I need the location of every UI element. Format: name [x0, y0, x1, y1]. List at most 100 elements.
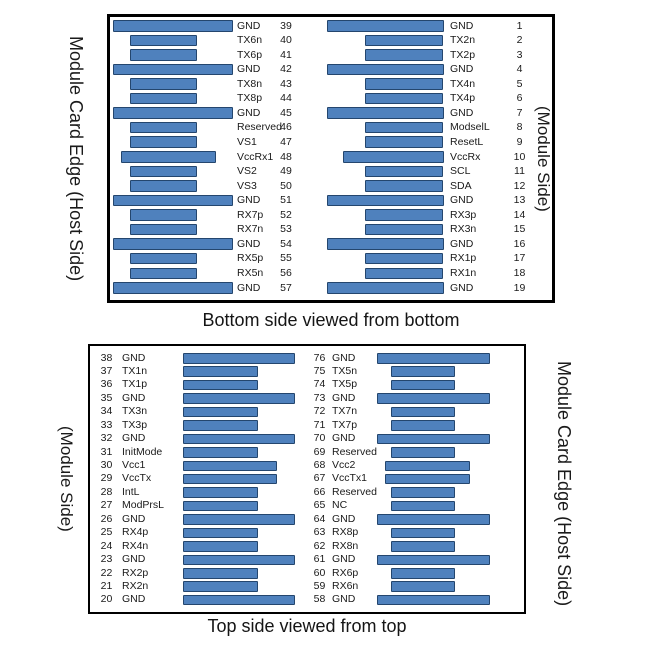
pin-label: Reserved	[332, 485, 377, 498]
pin-label: RX4p	[122, 526, 149, 539]
pin-label: ResetL	[450, 135, 484, 148]
pin-bar	[113, 194, 233, 207]
pin-bar	[130, 136, 197, 148]
pin-number: 3	[516, 48, 523, 61]
pin-number: 64	[313, 512, 326, 525]
pin-label: VccTx	[122, 472, 152, 485]
pin-number: 33	[100, 418, 113, 431]
pin-bar	[365, 34, 443, 47]
pin-label: GND	[237, 281, 261, 294]
pin-number: 71	[313, 418, 326, 431]
pin-label: GND	[122, 593, 146, 606]
pin-bar	[183, 554, 295, 566]
pin-label: Vcc1	[122, 459, 146, 472]
pin-bar	[365, 209, 443, 221]
pin-label: TX8n	[237, 77, 263, 90]
bottom-side-section-box	[107, 14, 555, 303]
pin-number: 45	[280, 106, 292, 119]
pin-bar	[130, 49, 197, 61]
pin-bar	[391, 366, 455, 377]
pin-number: 48	[280, 150, 292, 163]
pin-number: 18	[513, 267, 526, 280]
pin-bar	[391, 541, 455, 552]
pin-number: 10	[513, 150, 526, 163]
pin-label: TX5n	[332, 364, 358, 377]
pin-label: GND	[122, 432, 146, 445]
pin-bar	[113, 107, 233, 119]
pin-label: VS2	[237, 165, 257, 178]
pin-bar	[391, 527, 455, 539]
pin-label: RX7n	[237, 223, 264, 236]
pin-bar	[365, 49, 443, 61]
pin-number: 70	[313, 432, 326, 445]
pin-number: 20	[100, 593, 113, 606]
pin-bar	[327, 238, 444, 250]
pin-bar	[183, 527, 258, 539]
pin-number: 75	[313, 364, 326, 377]
pin-bar	[327, 282, 444, 294]
bottom-section-module-side-label: (Module Side)	[57, 426, 76, 532]
pin-label: GND	[122, 391, 146, 404]
pin-label: TX5p	[332, 378, 358, 391]
pin-label: RX2n	[122, 579, 149, 592]
pin-bar	[130, 165, 197, 178]
pin-bar	[130, 180, 197, 192]
pin-label: SCL	[450, 165, 471, 178]
pin-number: 58	[313, 593, 326, 606]
pin-number: 39	[280, 19, 292, 32]
pin-label: RX8n	[332, 539, 359, 552]
pin-number: 4	[516, 63, 523, 76]
pin-number: 51	[280, 194, 292, 207]
pin-label: TX8p	[237, 92, 263, 105]
pin-bar	[365, 180, 443, 192]
pin-label: VccRx	[450, 150, 481, 163]
pin-label: RX8p	[332, 526, 359, 539]
pin-bar	[377, 393, 490, 404]
pin-number: 14	[513, 208, 526, 221]
pin-number: 11	[514, 165, 525, 178]
pin-bar	[113, 282, 233, 294]
pin-number: 69	[313, 445, 326, 458]
pin-bar	[391, 447, 455, 458]
pin-number: 40	[280, 34, 292, 47]
pin-label: VS1	[237, 135, 257, 148]
pin-bar	[391, 581, 455, 592]
pin-number: 2	[516, 34, 523, 47]
pin-label: ModselL	[450, 121, 490, 134]
pin-label: TX2n	[450, 34, 476, 47]
pin-number: 24	[100, 539, 113, 552]
pin-label: TX2p	[450, 48, 476, 61]
pin-label: SDA	[450, 179, 472, 192]
pin-number: 30	[100, 459, 113, 472]
pin-bar	[183, 594, 295, 606]
pin-label: GND	[450, 63, 474, 76]
pin-label: TX1p	[122, 378, 148, 391]
pin-bar	[183, 420, 258, 431]
pin-number: 68	[313, 459, 326, 472]
pin-label: RX1p	[450, 252, 477, 265]
bottom-section-host-side-label: Module Card Edge (Host Side)	[554, 361, 574, 607]
pin-number: 6	[516, 92, 523, 105]
pin-number: 60	[313, 566, 326, 579]
pin-number: 26	[100, 512, 113, 525]
pin-number: 5	[516, 77, 523, 90]
pin-number: 52	[280, 208, 292, 221]
pin-number: 47	[280, 135, 292, 148]
pin-label: TX7n	[332, 405, 358, 418]
top-section-host-side-label: Module Card Edge (Host Side)	[66, 35, 86, 282]
pin-label: GND	[237, 63, 261, 76]
pin-bar	[343, 151, 444, 163]
pin-label: GND	[237, 237, 261, 250]
pin-label: GND	[122, 512, 146, 525]
pin-label: IntL	[122, 485, 140, 498]
pin-label: VccRx1	[237, 150, 274, 163]
pin-bar	[327, 63, 444, 76]
pin-bar	[377, 554, 490, 566]
pin-bar	[385, 460, 470, 472]
pin-label: RX5n	[237, 267, 264, 280]
pin-number: 8	[516, 121, 523, 134]
pin-bar	[183, 366, 258, 377]
pin-number: 74	[313, 378, 326, 391]
pin-bar	[113, 20, 233, 32]
